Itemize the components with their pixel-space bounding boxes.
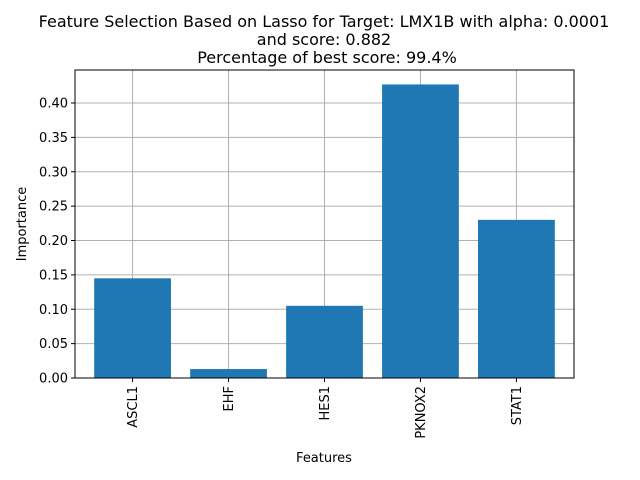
y-tick-label: 0.20 [39, 234, 68, 249]
title-line-1: Feature Selection Based on Lasso for Tar… [39, 12, 610, 31]
title-line-3: Percentage of best score: 99.4% [197, 48, 457, 67]
x-tick-label: ASCL1 [126, 386, 141, 428]
y-tick-label: 0.15 [39, 268, 68, 283]
x-axis-label: Features [296, 451, 352, 466]
x-tick-label: STAT1 [510, 386, 525, 425]
y-axis-label: Importance [15, 187, 30, 262]
y-tick-label: 0.05 [39, 337, 68, 352]
x-axis-ticks: ASCL1 EHF HES1 PKNOX2 STAT1 [126, 378, 525, 439]
x-tick-label: PKNOX2 [414, 386, 429, 439]
bar-pknox2 [382, 84, 459, 378]
title-line-2: and score: 0.882 [257, 30, 391, 49]
y-axis-ticks: 0.00 0.05 0.10 0.15 0.20 0.25 0.30 0.35 0.40 [39, 97, 75, 387]
x-tick-label: HES1 [318, 386, 333, 421]
y-tick-label: 0.00 [39, 372, 68, 387]
bar-stat1 [478, 219, 555, 378]
y-tick-label: 0.25 [39, 200, 68, 215]
y-tick-label: 0.10 [39, 303, 68, 318]
bar-ascl1 [94, 278, 171, 378]
y-tick-label: 0.35 [39, 131, 68, 146]
bars [94, 84, 555, 378]
y-tick-label: 0.40 [39, 97, 68, 112]
x-tick-label: EHF [222, 386, 237, 411]
bar-ehf [190, 369, 267, 378]
y-tick-label: 0.30 [39, 165, 68, 180]
bar-hes1 [286, 305, 363, 378]
chart-title: Feature Selection Based on Lasso for Tar… [39, 12, 610, 67]
